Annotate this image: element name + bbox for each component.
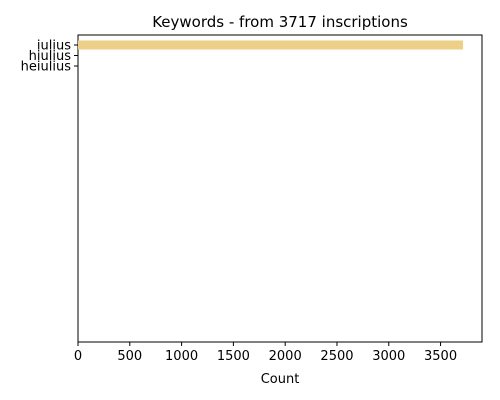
chart-title: Keywords - from 3717 inscriptions (152, 13, 408, 31)
y-tick-label-iulius: iulius (37, 39, 71, 54)
x-axis: 0 500 1000 1500 2000 2500 3000 3500 (74, 342, 457, 364)
x-tick-label: 2500 (320, 349, 353, 364)
x-tick-label: 1000 (165, 349, 198, 364)
y-tick-label-heiulius: heiulius (21, 60, 72, 75)
x-tick-label: 500 (117, 349, 142, 364)
x-tick-label: 0 (74, 349, 82, 364)
x-tick-label: 2000 (269, 349, 302, 364)
x-tick-label: 1500 (217, 349, 250, 364)
bars-layer (78, 40, 464, 50)
y-tick-label-hiulius: hiulius (29, 49, 72, 64)
x-axis-label: Count (261, 372, 300, 387)
x-tick-label: 3500 (424, 349, 457, 364)
bar-iulius (78, 40, 464, 50)
plot-frame (77, 34, 483, 343)
x-tick-label: 3000 (372, 349, 405, 364)
